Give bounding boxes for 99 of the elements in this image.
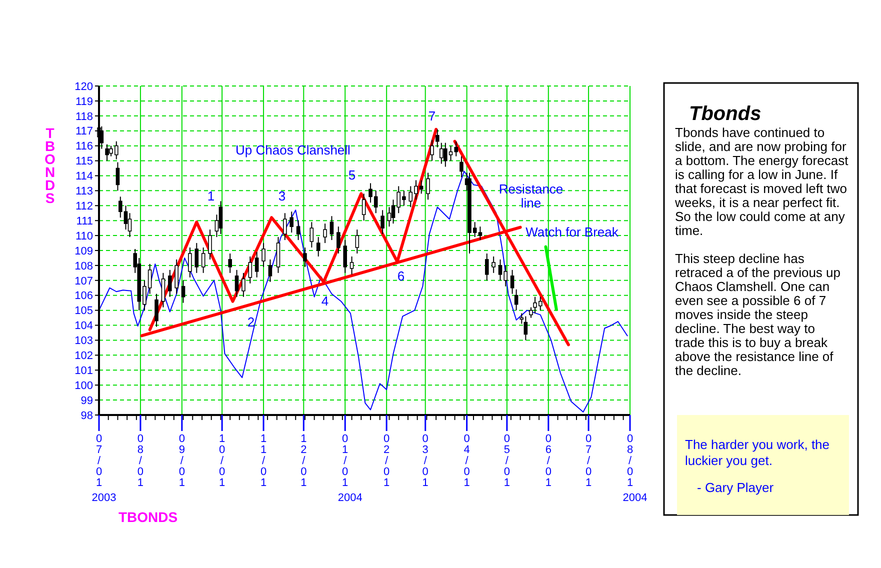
text: This steep decline has retraced a of the previous up Chaos Clamshell. One can even see a possible 6 of 7 moves inside the steep decline. The best way to trade this is to buy a break above the resistance line of the decline. [675,251,840,378]
y-tick-label: 120 [74,80,93,93]
text: - Gary Player [697,480,774,495]
y-tick-label: 105 [74,305,93,318]
y-tick-label: 98 [80,410,93,422]
candlestick [218,200,223,235]
x-tick-label: 11/01 [260,433,267,489]
candlestick [201,247,206,274]
candlestick [510,269,514,294]
candlestick [350,256,354,275]
x-tick-label: 06/01 [545,433,552,489]
candlestick [116,162,120,192]
candlestick [387,206,392,228]
candlestick [168,269,172,298]
x-tick-label: 10/01 [218,433,226,489]
candlestick [268,258,272,282]
candlestick [430,139,434,162]
x-tick-label: 12/01 [300,433,307,489]
candlestick [492,256,496,274]
y-axis-title: TBONDS [44,125,56,206]
candlestick [440,142,444,164]
candlestick [478,226,482,241]
candlestick [380,210,384,235]
y-tick-label: 100 [74,380,93,392]
text: Tbonds have continued to slide, and are now probing for a bottom. The energy forecast is calling for a low in June. If that forecast is moved left two weeks, it is a near perfect fit. So the low could come at any time. [674,125,849,238]
candlestick [276,236,280,274]
text: The harder you work, the luckier you get. [685,437,830,468]
candlestick [435,128,440,148]
y-tick-label: 113 [75,186,93,198]
candlestick [242,272,246,298]
candlestick [181,280,186,304]
candlestick [254,251,259,278]
candlestick [105,144,109,162]
x-tick-label: 07/01 [96,433,102,489]
annotation: 2 [247,314,255,330]
candlestick [426,172,430,200]
y-tick-label: 104 [74,320,93,332]
y-tick-label: 116 [75,140,93,153]
candlestick [524,316,528,341]
candlestick [262,242,266,268]
candlestick [323,223,327,244]
candlestick [194,242,199,274]
candlestick [460,156,464,178]
y-tick-label: 101 [74,364,93,377]
x-axis-title: TBONDS [118,509,178,525]
candlestick [330,216,334,241]
y-tick-label: 119 [75,96,93,108]
candlestick [336,226,340,254]
candlestick [514,288,518,311]
candlestick [362,193,366,222]
annotation: 7 [428,108,436,124]
annotation: 3 [278,188,286,204]
y-tick-label: 108 [74,260,93,272]
y-tick-label: 110 [75,230,93,242]
candlestick [484,252,489,281]
candlestick [248,256,252,284]
annotation: 4 [321,294,329,309]
candlestick [174,258,178,294]
y-tick-label: 111 [76,215,93,228]
candlestick [296,220,300,241]
y-tick-label: 109 [74,245,93,258]
x-tick-label: 08/01 [137,433,144,489]
annotation: 6 [397,268,405,284]
candlestick [316,236,320,257]
y-tick-label: 107 [74,275,93,288]
y-tick-label: 106 [74,290,93,302]
candlestick [283,212,287,241]
x-tick-label: 03/01 [422,433,428,489]
text: 2004 [338,492,362,504]
candlestick [303,247,307,268]
candlestick [343,240,348,274]
x-tick-label: 02/01 [384,433,390,489]
x-tick-label: 04/01 [464,433,470,489]
x-tick-label: 01/01 [342,433,348,489]
candlestick [228,252,232,274]
x-tick-label: 08/01 [626,433,634,489]
y-tick-label: 114 [75,170,93,183]
candlestick [234,269,239,298]
x-tick-label: 07/01 [585,433,592,489]
candlestick [355,229,360,254]
candlestick [154,293,158,328]
y-tick-label: 112 [75,200,93,212]
text: 2004 [622,492,648,504]
candlestick [310,222,314,248]
y-tick-label: 118 [75,110,93,123]
y-tick-label: 115 [75,156,93,168]
y-tick-label: 103 [74,335,93,348]
candlestick [208,229,212,260]
text: Tbonds [689,103,762,125]
text: 2003 [92,492,116,504]
y-tick-label: 117 [75,126,93,138]
candlestick [161,272,166,308]
annotation: 1 [207,188,215,204]
candlestick [188,247,192,278]
y-tick-label: 99 [80,394,93,407]
y-tick-label: 102 [74,350,93,362]
candlestick [290,211,294,234]
x-tick-label: 09/01 [178,433,185,489]
x-tick-label: 05/01 [504,433,510,489]
